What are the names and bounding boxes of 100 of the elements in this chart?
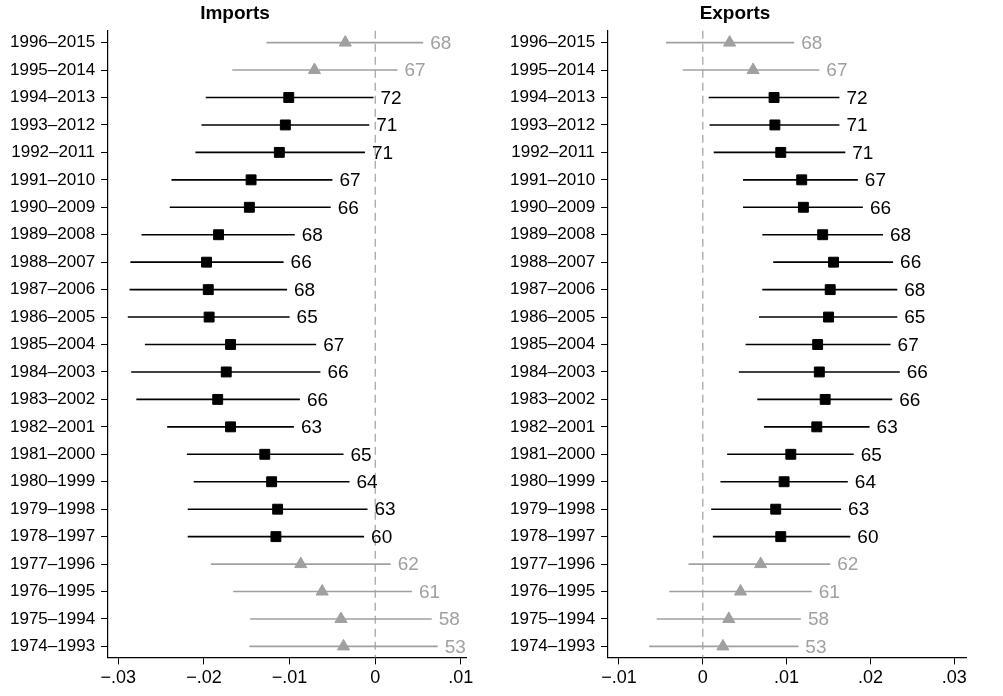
annotation: 58 (807, 608, 830, 630)
y-tick-label: 1988–2007 (10, 251, 96, 271)
y-tick-label: 1987–2006 (10, 279, 96, 299)
point (245, 174, 257, 186)
y-tick-label: 1990–2009 (10, 196, 96, 216)
annotation: 60 (371, 525, 393, 547)
y-tick-label: 1993–2012 (510, 114, 596, 134)
point (828, 256, 840, 268)
annotation: 64 (854, 470, 877, 492)
y-tick-label: 1982–2001 (10, 416, 96, 436)
y-tick-label: 1977–1996 (10, 553, 96, 573)
annotation: 67 (897, 333, 919, 355)
annotation: 53 (444, 635, 466, 657)
annotation: 63 (300, 416, 323, 438)
y-tick-label: 1984–2003 (510, 361, 596, 381)
point (824, 284, 836, 296)
y-tick-label: 1994–2013 (510, 87, 596, 107)
y-tick-label: 1989–2008 (10, 224, 96, 244)
y-tick-label: 1976–1995 (510, 581, 596, 601)
point (201, 256, 213, 268)
point (315, 584, 329, 596)
annotation: 66 (869, 196, 892, 218)
point (778, 476, 790, 488)
y-tick-label: 1994–2013 (10, 87, 96, 107)
point (785, 448, 797, 460)
annotation: 58 (438, 608, 460, 630)
y-tick-label: 1992–2011 (11, 142, 96, 162)
point (220, 366, 232, 378)
y-tick-label: 1995–2014 (510, 59, 596, 79)
annotation: 60 (857, 525, 879, 547)
y-tick-label: 1978–1997 (510, 526, 596, 546)
annotation: 68 (904, 278, 926, 300)
y-tick-label: 1977–1996 (510, 553, 596, 573)
y-tick-label: 1984–2003 (10, 361, 96, 381)
annotation: 65 (350, 443, 372, 465)
x-tick-label: .02 (857, 667, 883, 688)
point (259, 448, 271, 460)
annotation: 65 (860, 443, 882, 465)
y-tick-label: 1990–2009 (510, 196, 596, 216)
chart-title: Exports (699, 1, 771, 23)
x-tick-label: −.03 (100, 667, 137, 688)
y-tick-label: 1986–2005 (510, 306, 596, 326)
annotation: 64 (356, 470, 379, 492)
x-tick-label: 0 (370, 667, 381, 688)
point (775, 531, 787, 543)
y-tick-label: 1991–2010 (10, 169, 96, 189)
y-tick-label: 1988–2007 (510, 251, 596, 271)
annotation: 65 (296, 306, 318, 328)
annotation: 63 (876, 416, 898, 438)
y-tick-label: 1981–2000 (510, 443, 596, 463)
point (796, 174, 808, 186)
point (203, 311, 215, 323)
annotation: 68 (301, 223, 323, 245)
point (279, 119, 291, 131)
y-tick-label: 1978–1997 (10, 526, 96, 546)
annotation: 67 (864, 169, 887, 191)
annotation: 65 (904, 306, 926, 328)
point (307, 62, 322, 75)
y-tick-label: 1986–2005 (10, 306, 96, 326)
point (746, 62, 760, 75)
annotation: 66 (327, 361, 349, 383)
annotation: 62 (837, 553, 859, 575)
x-tick-label: 0 (697, 667, 708, 688)
point (770, 503, 782, 515)
annotation: 67 (339, 169, 361, 191)
point (722, 611, 736, 623)
x-tick-label: −.02 (186, 667, 222, 688)
annotation: 72 (380, 86, 402, 108)
y-tick-label: 1980–1999 (510, 471, 596, 491)
y-tick-label: 1985–2004 (10, 334, 96, 354)
y-tick-label: 1996–2015 (10, 32, 96, 52)
point (823, 311, 834, 323)
y-tick-label: 1982–2001 (510, 416, 596, 436)
point (334, 611, 348, 623)
point (813, 366, 825, 378)
point (819, 393, 831, 405)
point (212, 393, 224, 405)
annotation: 67 (826, 59, 848, 81)
point (817, 229, 829, 241)
annotation: 71 (846, 114, 868, 136)
point (283, 92, 295, 103)
x-tick-label: −.01 (601, 667, 637, 688)
annotation: 68 (890, 223, 912, 245)
annotation: 68 (801, 31, 823, 53)
annotation: 66 (899, 388, 921, 410)
point (338, 35, 352, 47)
point (733, 584, 748, 596)
point (272, 503, 284, 515)
annotation: 66 (290, 251, 312, 273)
point (225, 421, 236, 433)
x-tick-label: .01 (774, 667, 800, 688)
point (812, 339, 824, 350)
annotation: 71 (852, 141, 874, 163)
annotation: 71 (376, 114, 398, 136)
y-tick-label: 1993–2012 (10, 114, 96, 134)
annotation: 63 (374, 498, 396, 520)
y-tick-label: 1980–1999 (10, 471, 96, 491)
y-tick-label: 1987–2006 (510, 279, 596, 299)
point (243, 201, 255, 213)
y-tick-label: 1981–2000 (10, 443, 96, 463)
